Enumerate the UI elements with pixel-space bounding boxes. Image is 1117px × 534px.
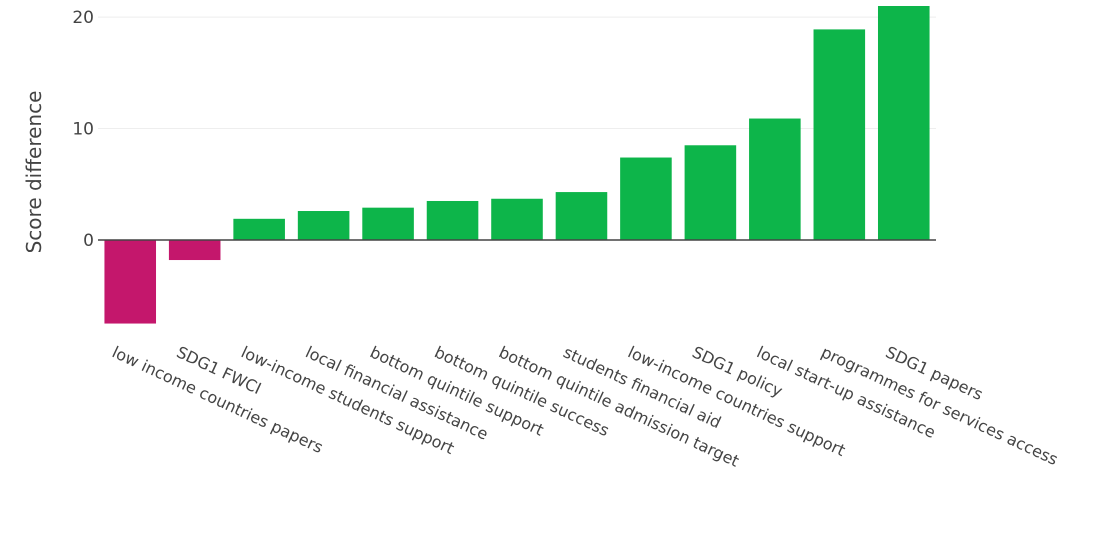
y-tick-label: 20 <box>72 8 94 28</box>
bar <box>298 211 350 240</box>
bar <box>104 240 156 324</box>
bar <box>362 208 414 240</box>
bar <box>491 199 543 240</box>
bar <box>169 240 221 260</box>
y-axis-ticks: 0 10 20 <box>72 8 94 251</box>
grid-lines <box>98 17 936 128</box>
bars <box>104 6 929 324</box>
bar <box>233 219 285 240</box>
bar <box>685 145 737 240</box>
bar <box>427 201 479 240</box>
bar <box>620 158 672 240</box>
y-tick-label: 0 <box>83 231 94 251</box>
bar <box>814 29 866 240</box>
y-axis-title: Score difference <box>22 91 46 254</box>
bar <box>749 119 801 240</box>
bar <box>878 6 930 240</box>
bar <box>556 192 608 240</box>
y-tick-label: 10 <box>72 120 94 140</box>
